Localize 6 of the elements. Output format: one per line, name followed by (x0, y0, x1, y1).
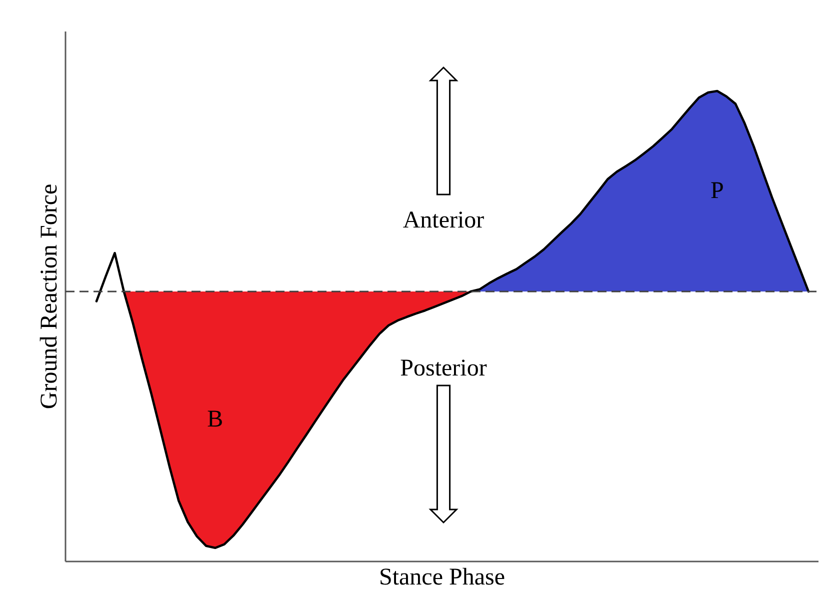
series-label: P (710, 178, 724, 204)
x-axis-title: Stance Phase (379, 564, 505, 590)
annotation: Anterior (402, 208, 484, 234)
series-label: B (207, 406, 224, 433)
annotation: Posterior (400, 356, 487, 382)
y-axis-title: Ground Reaction Force (36, 184, 62, 410)
